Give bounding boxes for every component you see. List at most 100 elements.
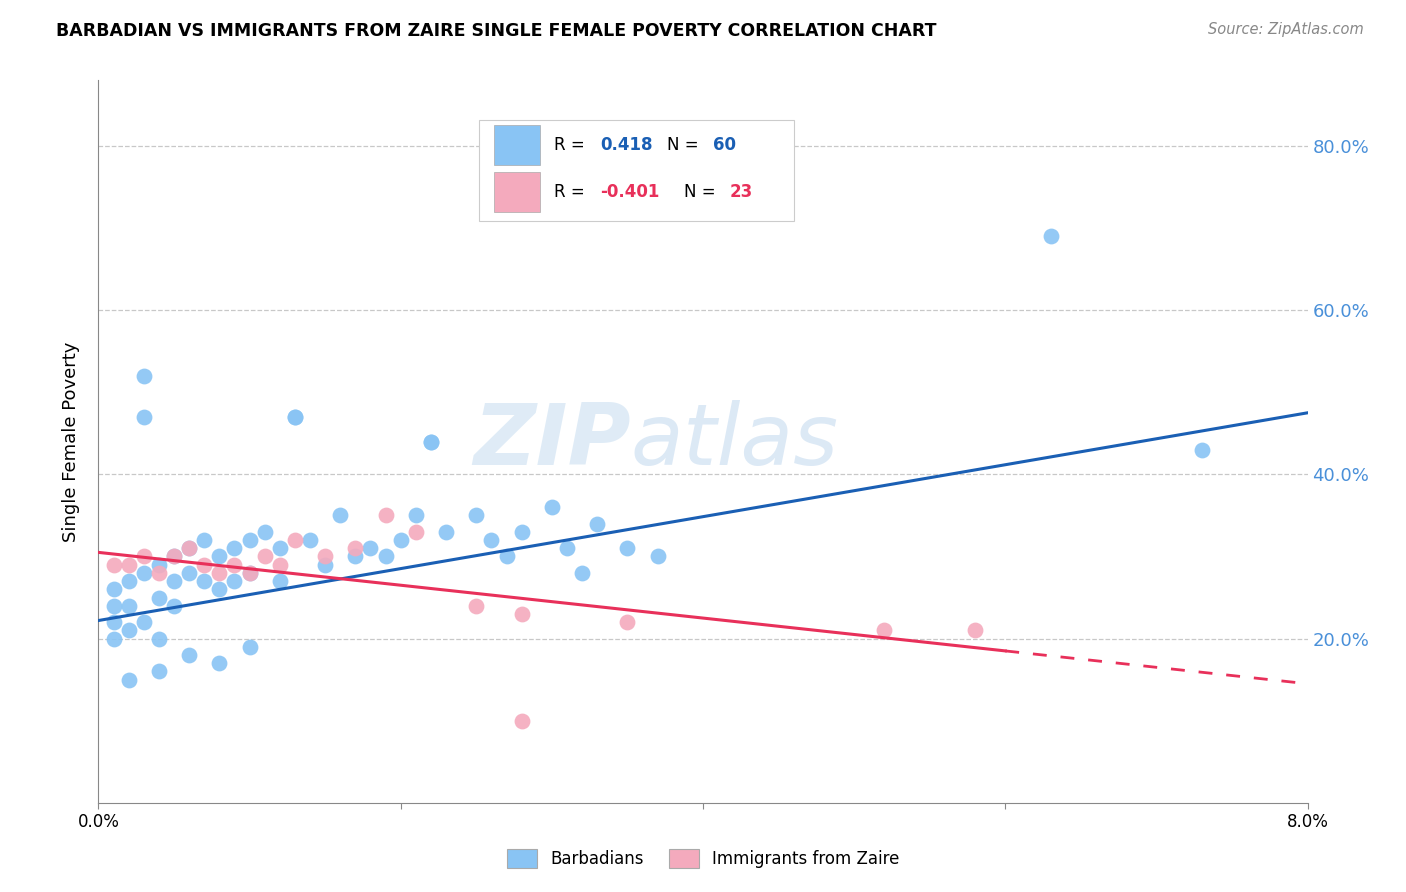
Point xyxy=(314,549,336,564)
Point xyxy=(284,409,307,424)
Point xyxy=(420,434,443,449)
Point xyxy=(103,558,125,572)
Point xyxy=(208,582,231,597)
Text: 0.418: 0.418 xyxy=(600,136,652,154)
Point xyxy=(148,558,170,572)
Point xyxy=(374,508,396,523)
Point xyxy=(132,566,155,580)
Point xyxy=(118,574,141,588)
Point xyxy=(132,615,155,630)
FancyBboxPatch shape xyxy=(479,120,793,221)
Point xyxy=(616,615,638,630)
Point xyxy=(208,566,231,580)
Point xyxy=(239,640,262,654)
Point xyxy=(148,566,170,580)
Point xyxy=(510,524,533,539)
Point xyxy=(495,549,517,564)
Text: ZIP: ZIP xyxy=(472,400,630,483)
Point xyxy=(586,516,609,531)
Y-axis label: Single Female Poverty: Single Female Poverty xyxy=(62,342,80,541)
Point xyxy=(389,533,412,547)
FancyBboxPatch shape xyxy=(494,172,540,212)
Point xyxy=(344,541,367,556)
Point xyxy=(253,549,276,564)
Point xyxy=(465,508,488,523)
Point xyxy=(193,574,215,588)
Point xyxy=(360,541,382,556)
Point xyxy=(1039,229,1062,244)
Point xyxy=(132,368,155,383)
Point xyxy=(103,615,125,630)
Point xyxy=(208,657,231,671)
Text: R =: R = xyxy=(554,183,591,202)
Point xyxy=(1191,442,1213,457)
Point xyxy=(299,533,322,547)
Text: BARBADIAN VS IMMIGRANTS FROM ZAIRE SINGLE FEMALE POVERTY CORRELATION CHART: BARBADIAN VS IMMIGRANTS FROM ZAIRE SINGL… xyxy=(56,22,936,40)
Point xyxy=(420,434,443,449)
Point xyxy=(163,549,186,564)
Text: Source: ZipAtlas.com: Source: ZipAtlas.com xyxy=(1208,22,1364,37)
Point xyxy=(118,599,141,613)
Point xyxy=(465,599,488,613)
Text: 23: 23 xyxy=(730,183,752,202)
Point xyxy=(374,549,396,564)
Point xyxy=(284,533,307,547)
Text: R =: R = xyxy=(554,136,591,154)
Point xyxy=(510,607,533,621)
Point xyxy=(103,632,125,646)
Point xyxy=(179,541,201,556)
Point xyxy=(148,632,170,646)
Point xyxy=(239,533,262,547)
Point xyxy=(269,558,291,572)
FancyBboxPatch shape xyxy=(494,126,540,165)
Point xyxy=(269,574,291,588)
Legend: Barbadians, Immigrants from Zaire: Barbadians, Immigrants from Zaire xyxy=(501,842,905,875)
Point xyxy=(405,508,427,523)
Point xyxy=(239,566,262,580)
Point xyxy=(239,566,262,580)
Point xyxy=(224,541,246,556)
Point xyxy=(132,549,155,564)
Point xyxy=(284,409,307,424)
Text: atlas: atlas xyxy=(630,400,838,483)
Point xyxy=(163,599,186,613)
Point xyxy=(224,574,246,588)
Point xyxy=(540,500,562,515)
Point xyxy=(965,624,987,638)
Point xyxy=(103,599,125,613)
Point xyxy=(555,541,578,556)
Point xyxy=(269,541,291,556)
Point xyxy=(179,648,201,662)
Text: -0.401: -0.401 xyxy=(600,183,659,202)
Point xyxy=(118,624,141,638)
Point xyxy=(163,574,186,588)
Point xyxy=(647,549,669,564)
Point xyxy=(193,558,215,572)
Text: N =: N = xyxy=(666,136,703,154)
Point xyxy=(253,524,276,539)
Point xyxy=(179,541,201,556)
Point xyxy=(148,665,170,679)
Point xyxy=(179,566,201,580)
Point xyxy=(103,582,125,597)
Point xyxy=(193,533,215,547)
Point xyxy=(481,533,503,547)
Point xyxy=(224,558,246,572)
Point xyxy=(571,566,593,580)
Point xyxy=(510,714,533,728)
Point xyxy=(208,549,231,564)
Point xyxy=(314,558,336,572)
Point xyxy=(329,508,352,523)
Point xyxy=(132,409,155,424)
Point xyxy=(118,558,141,572)
Point xyxy=(344,549,367,564)
Text: N =: N = xyxy=(683,183,720,202)
Point xyxy=(873,624,896,638)
Point xyxy=(148,591,170,605)
Point xyxy=(434,524,457,539)
Point xyxy=(405,524,427,539)
Point xyxy=(163,549,186,564)
Point xyxy=(616,541,638,556)
Point xyxy=(118,673,141,687)
Text: 60: 60 xyxy=(713,136,735,154)
